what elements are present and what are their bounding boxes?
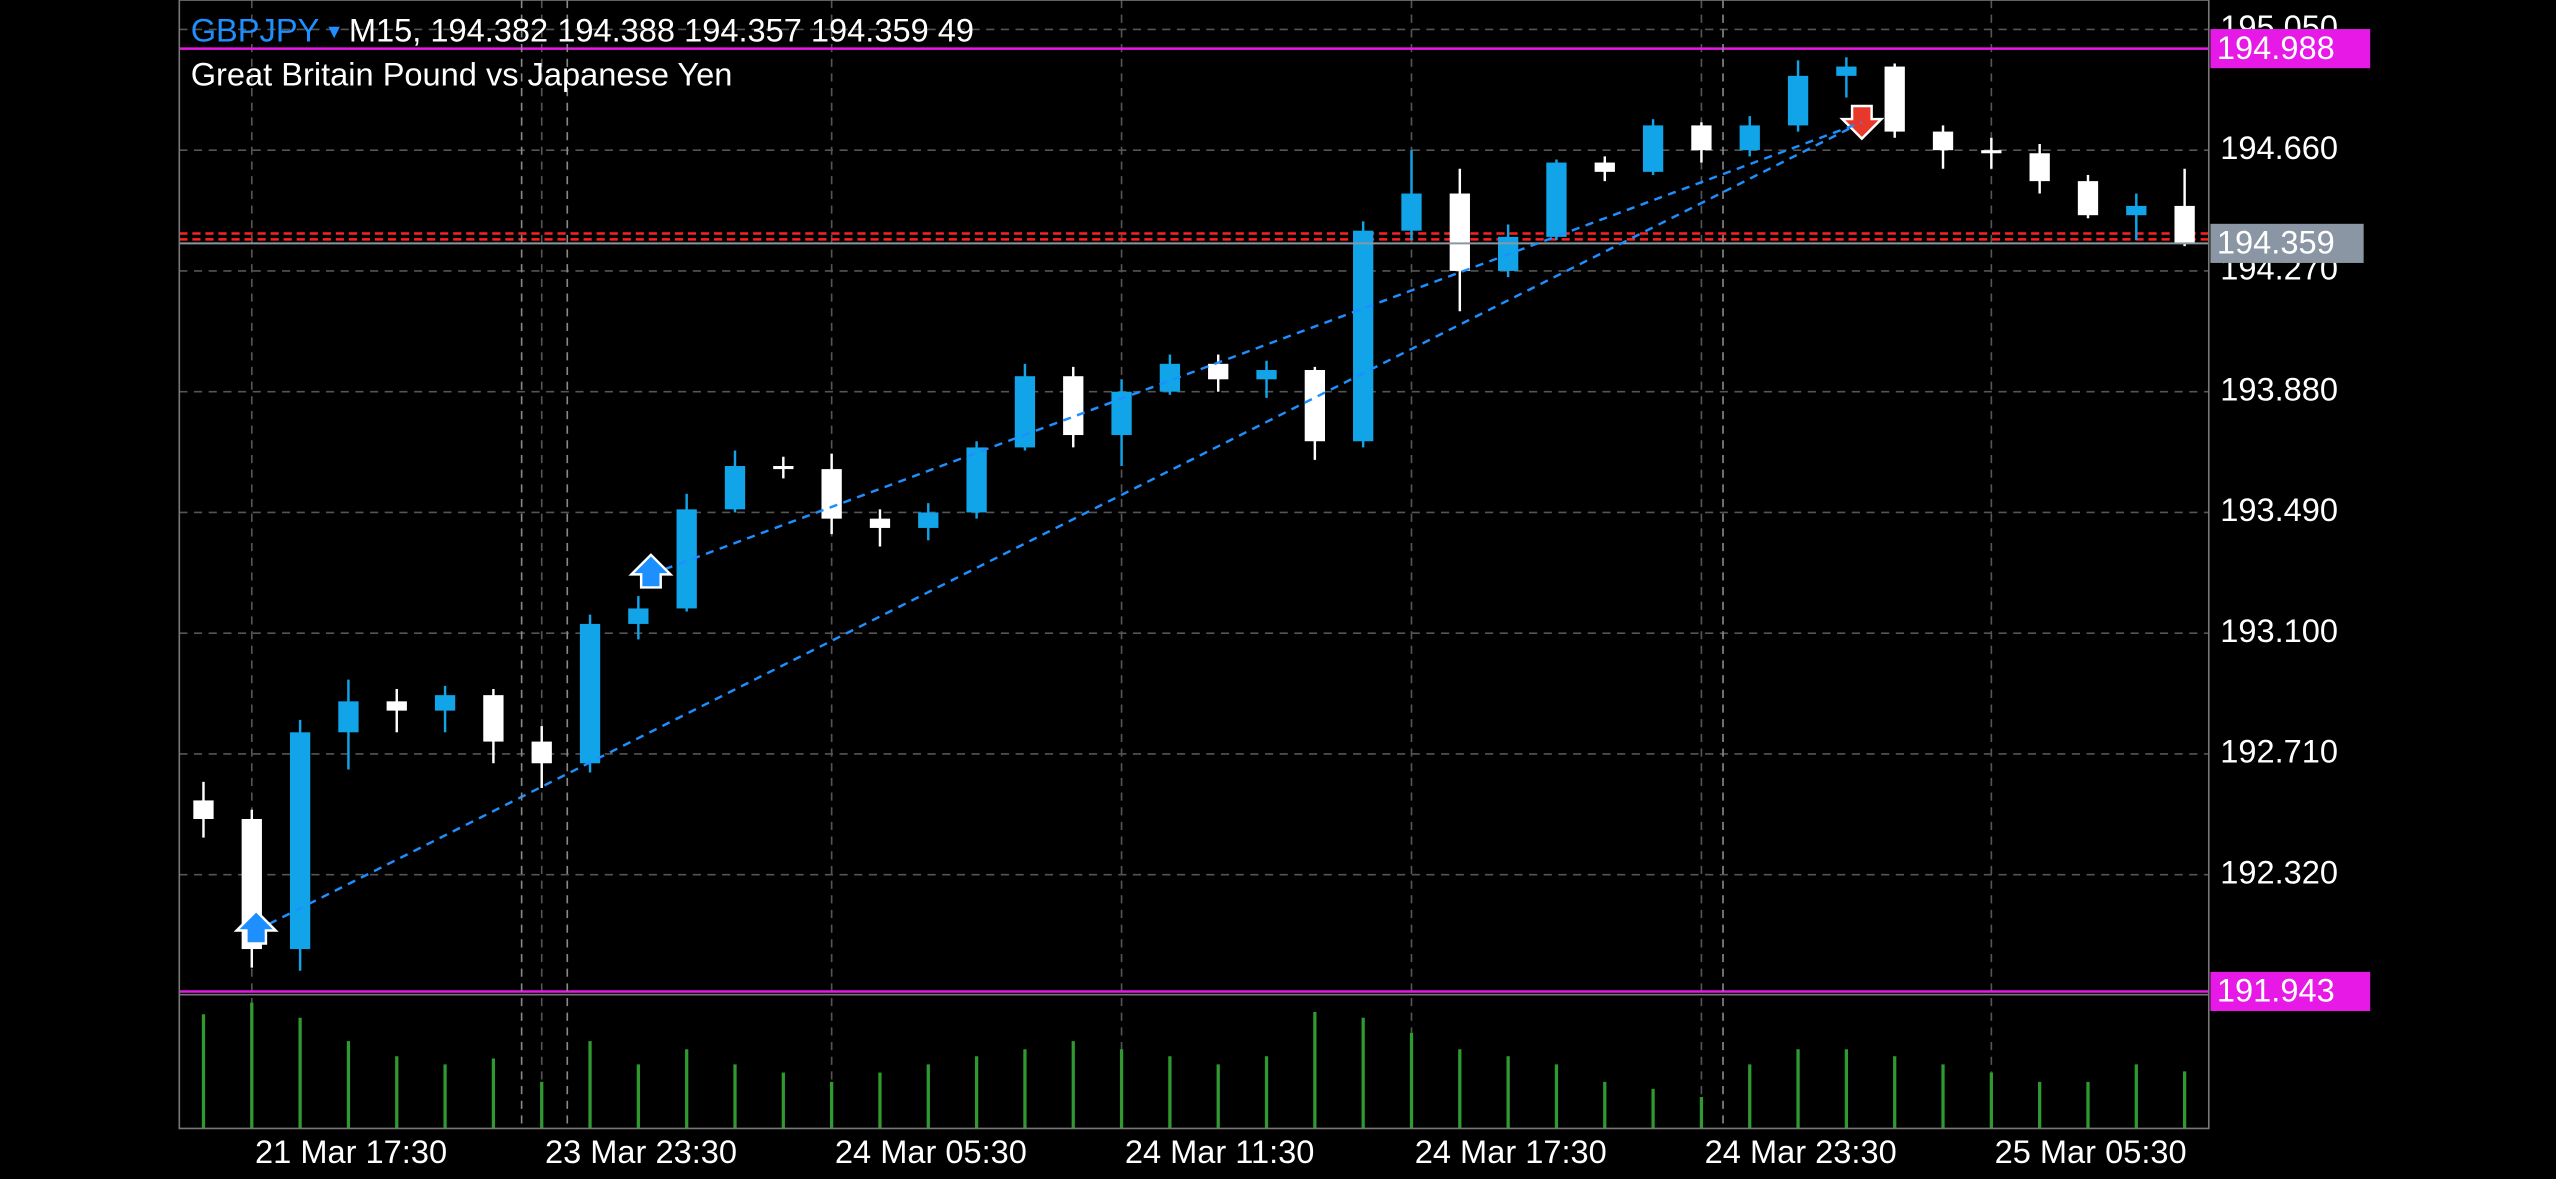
- x-tick-label: 24 Mar 11:30: [1125, 1133, 1315, 1170]
- candle-body: [531, 741, 552, 764]
- candle-body: [1932, 131, 1954, 151]
- candle-body: [2077, 181, 2099, 216]
- candle-body: [338, 701, 359, 733]
- candle-body: [1449, 193, 1470, 271]
- y-tick-label: 193.490: [2220, 491, 2338, 528]
- candle-body: [1208, 363, 1229, 380]
- candle-body: [386, 701, 407, 711]
- candle-body: [1787, 75, 1809, 126]
- candle-body: [1304, 370, 1325, 442]
- candle-body: [2174, 205, 2195, 244]
- candle-body: [1063, 376, 1084, 436]
- x-tick-label: 21 Mar 17:30: [255, 1133, 447, 1170]
- candle-body: [1159, 363, 1181, 392]
- candle-body: [1739, 125, 1760, 151]
- plot-frame: [178, 0, 2210, 1130]
- x-tick-label: 24 Mar 05:30: [835, 1133, 1027, 1170]
- candle-body: [1981, 150, 2002, 154]
- high-line-tag: [2210, 29, 2371, 69]
- trade-line: [255, 121, 1863, 932]
- candle-body: [1111, 391, 1132, 436]
- y-tick-label: 192.710: [2220, 733, 2338, 770]
- candle-body: [1884, 66, 1905, 132]
- buy-arrow: [628, 553, 674, 589]
- candle-body: [1594, 162, 1615, 172]
- buy-arrow: [233, 909, 279, 945]
- candle-body: [918, 512, 939, 528]
- candle-body: [1014, 376, 1036, 448]
- chart-title: Great Britain Pound vs Japanese Yen: [191, 55, 733, 92]
- high-line-label: 194.988: [2217, 29, 2335, 66]
- symbol-dropdown[interactable]: ▾: [328, 18, 340, 44]
- y-tick-label: 193.100: [2220, 612, 2338, 649]
- y-tick-label: 194.660: [2220, 129, 2338, 166]
- candle-body: [1546, 162, 1567, 237]
- symbol[interactable]: GBPJPY: [191, 11, 320, 48]
- candle-body: [676, 509, 697, 609]
- y-tick-label: 193.880: [2220, 370, 2338, 407]
- candle-body: [1256, 370, 1277, 380]
- candle-body: [289, 732, 311, 950]
- x-tick-label: 24 Mar 23:30: [1705, 1133, 1897, 1170]
- quote: M15, 194.382 194.388 194.357 194.359 49: [349, 11, 974, 48]
- candle-body: [434, 695, 456, 711]
- candle-body: [1691, 125, 1712, 151]
- candle-body: [1353, 230, 1374, 442]
- candle-body: [724, 466, 746, 510]
- last-price-label: 194.359: [2217, 224, 2335, 261]
- candle-body: [193, 800, 214, 819]
- candle-body: [966, 447, 987, 513]
- last-price-tag: [2210, 223, 2364, 263]
- candle-body: [869, 518, 891, 528]
- x-tick-label: 24 Mar 17:30: [1415, 1133, 1607, 1170]
- layer: 192.320192.710193.100193.490193.880194.2…: [179, 0, 2371, 1170]
- candle-body: [773, 466, 794, 470]
- candle-body: [579, 623, 601, 764]
- candle-body: [2126, 205, 2147, 216]
- candle-body: [1401, 193, 1422, 231]
- low-line-tag: [2210, 971, 2371, 1012]
- header: GBPJPY ▾ M15, 194.382 194.388 194.357 19…: [191, 11, 974, 48]
- candle-body: [628, 608, 649, 624]
- candle-body: [483, 695, 504, 742]
- candle-body: [1642, 125, 1664, 172]
- y-tick-label: 192.320: [2220, 853, 2338, 890]
- x-tick-label: 23 Mar 23:30: [545, 1133, 737, 1170]
- candle-body: [1836, 66, 1857, 76]
- trade-line: [650, 121, 1863, 576]
- x-tick-label: 25 Mar 05:30: [1995, 1133, 2187, 1170]
- low-line-label: 191.943: [2217, 972, 2335, 1009]
- candle-body: [821, 469, 842, 519]
- candle-body: [2029, 153, 2050, 182]
